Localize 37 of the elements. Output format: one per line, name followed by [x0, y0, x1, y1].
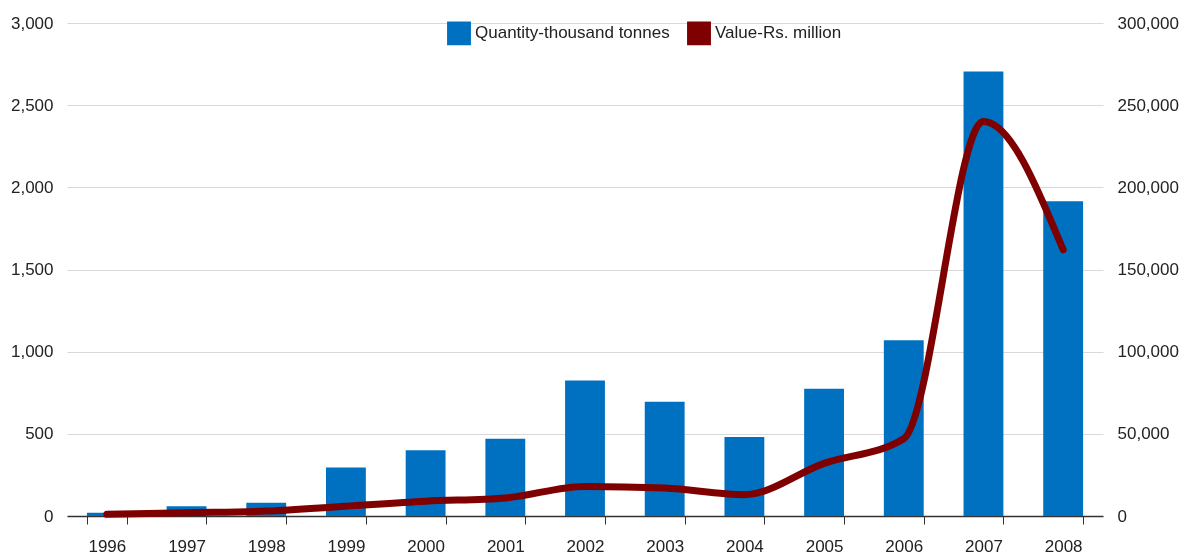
bar: [644, 401, 685, 516]
x-tick-label: 2003: [646, 536, 685, 556]
x-tick-label: 2008: [1044, 536, 1083, 556]
bar: [724, 437, 765, 516]
x-tick-label: 2006: [885, 536, 924, 556]
y2-tick-label: 50,000: [1117, 424, 1170, 444]
bar: [485, 438, 526, 516]
bar: [1043, 201, 1084, 516]
y-tick-label: 2,000: [10, 177, 54, 197]
x-tick-label: 2005: [805, 536, 844, 556]
y2-tick-label: 200,000: [1117, 177, 1179, 197]
legend-label: Value-Rs. million: [715, 23, 842, 43]
y-tick-label: 1,000: [10, 342, 54, 362]
x-tick-label: 1996: [88, 536, 127, 556]
bar: [565, 380, 605, 516]
x-tick-label: 1999: [327, 536, 366, 556]
legend-label: Quantity-thousand tonnes: [475, 23, 670, 43]
y2-tick-label: 0: [1117, 506, 1127, 526]
x-tick-label: 2001: [486, 536, 525, 556]
x-tick-label: 1998: [247, 536, 286, 556]
x-tick-label: 1997: [168, 536, 206, 556]
y2-tick-label: 150,000: [1117, 260, 1179, 279]
y-tick-label: 2,500: [10, 95, 54, 115]
y2-tick-label: 100,000: [1117, 342, 1179, 362]
bar: [883, 340, 924, 516]
y2-tick-label: 250,000: [1117, 95, 1179, 115]
y-tick-label: 3,000: [10, 13, 54, 33]
y-tick-label: 500: [25, 424, 54, 444]
bar: [804, 388, 844, 516]
bar: [963, 71, 1004, 516]
x-tick-label: 2000: [407, 536, 446, 556]
x-tick-label: 2004: [725, 536, 764, 556]
x-tick-label: 2007: [965, 536, 1003, 556]
y-tick-label: 1,500: [10, 260, 54, 279]
y-tick-label: 0: [44, 506, 54, 526]
x-tick-label: 2002: [566, 536, 605, 556]
y2-tick-label: 300,000: [1117, 13, 1179, 33]
